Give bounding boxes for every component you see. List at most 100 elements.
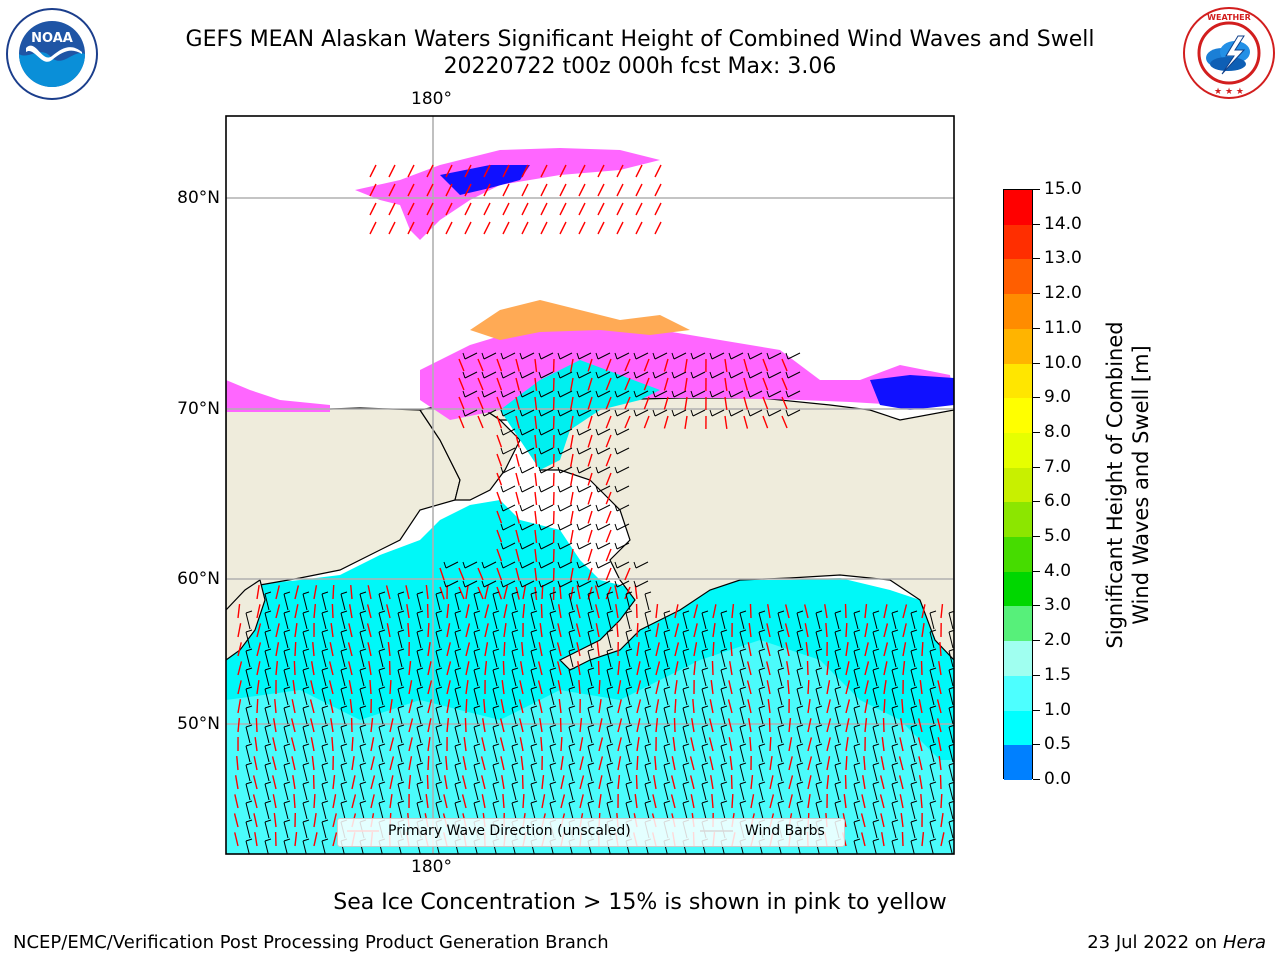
wind-barb [853, 686, 861, 706]
wave-arrow [636, 699, 642, 714]
wind-barb [511, 667, 519, 687]
nws-logo-icon: WEATHER ★ ★ ★ [1183, 7, 1275, 99]
wind-barb [576, 504, 592, 512]
wave-arrow [919, 680, 923, 695]
wave-arrow [615, 604, 619, 619]
wave-arrow [503, 623, 507, 638]
wind-barb [397, 724, 405, 744]
wind-barb [948, 800, 954, 820]
wind-barb [785, 409, 801, 417]
wave-arrow [635, 774, 638, 790]
wave-arrow [465, 585, 469, 600]
wind-barb [568, 667, 576, 687]
wind-barb [872, 610, 880, 630]
wave-arrow [900, 718, 904, 733]
wave-arrow [938, 756, 942, 771]
wave-direction-arrows [233, 164, 945, 847]
wind-barb [549, 705, 557, 725]
wave-arrow [426, 774, 429, 790]
wind-barb [720, 781, 728, 801]
wind-barb [910, 705, 918, 725]
wave-arrow [534, 358, 538, 372]
wind-barb [910, 819, 918, 839]
wind-barb [614, 466, 630, 474]
wind-barb [492, 648, 500, 668]
wave-arrow [788, 737, 793, 752]
wind-barb [663, 705, 671, 725]
wave-arrow [271, 756, 277, 771]
wave-arrow [540, 183, 548, 197]
wind-barb [302, 667, 310, 687]
wind-barb [777, 743, 785, 763]
wind-barb [929, 800, 937, 820]
wave-arrow [605, 358, 612, 372]
wind-barb [549, 781, 557, 801]
wind-barb [614, 580, 630, 588]
wind-barb [538, 504, 554, 512]
wave-arrow [445, 221, 453, 235]
wind-barb [245, 610, 253, 630]
wind-barb [948, 648, 954, 668]
colorbar-tick [1033, 293, 1040, 295]
wave-arrow [579, 794, 584, 809]
wind-barb [530, 781, 538, 801]
wind-barb [435, 591, 443, 611]
wind-barb [454, 781, 462, 801]
colorbar-tick-label: 2.0 [1044, 630, 1072, 651]
wind-barb [378, 800, 386, 820]
wave-arrow [569, 415, 574, 429]
wind-barb [378, 591, 386, 611]
wave-arrow [826, 661, 830, 676]
wave-arrow [351, 756, 355, 771]
wave-arrow [724, 396, 728, 410]
wind-barb [728, 409, 744, 417]
wave-arrow [425, 794, 429, 809]
wave-arrow [521, 164, 529, 178]
wind-barb [538, 409, 554, 417]
wind-barb [397, 705, 405, 725]
wave-arrow [724, 415, 728, 429]
wind-barb [595, 561, 611, 569]
wave-arrow [499, 737, 505, 752]
wind-barb [576, 428, 592, 436]
wave-arrow [273, 813, 277, 828]
wave-arrow [605, 510, 612, 524]
wind-barb [511, 591, 519, 611]
wave-arrow [556, 642, 562, 657]
colorbar-tick [1033, 674, 1040, 676]
wave-arrow [727, 718, 733, 733]
wave-arrow [807, 737, 813, 752]
wave-arrow [587, 529, 593, 543]
wave-arrow [256, 661, 261, 676]
wave-arrow [496, 586, 503, 600]
wind-barb [644, 629, 652, 649]
wind-barb [264, 762, 272, 782]
wave-arrow [864, 699, 869, 714]
wind-barb [595, 352, 611, 360]
wave-arrow [534, 453, 538, 467]
wave-arrow [729, 661, 733, 676]
wave-arrow [902, 604, 908, 619]
wind-barb [492, 800, 500, 820]
wind-barb [614, 371, 630, 379]
wave-arrow [937, 737, 942, 752]
wind-barb [929, 667, 937, 687]
wave-arrow [617, 756, 622, 771]
wind-barb [614, 504, 630, 512]
wave-arrow [712, 604, 717, 619]
wave-arrow [537, 680, 543, 695]
wave-arrow [594, 585, 600, 600]
wave-arrow [587, 377, 593, 391]
wave-arrow [595, 623, 600, 638]
wind-barb [872, 686, 880, 706]
wave-arrow [684, 396, 688, 410]
wave-arrow [234, 794, 239, 809]
wind-barb [587, 800, 595, 820]
wave-arrow [654, 202, 662, 216]
wind-barb [644, 667, 652, 687]
wave-arrow [746, 680, 752, 695]
lat-label-70: 70°N [177, 399, 220, 419]
wave-arrow [617, 718, 623, 733]
wind-barb [728, 371, 744, 379]
wave-arrow [539, 623, 543, 638]
